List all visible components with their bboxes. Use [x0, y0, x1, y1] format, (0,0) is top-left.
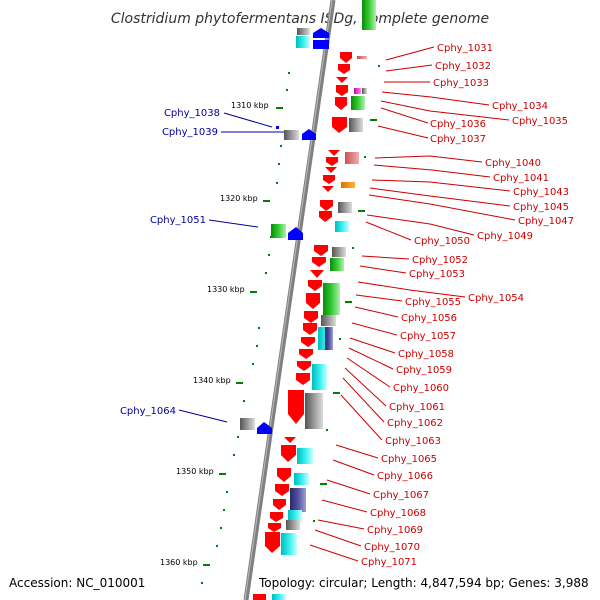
gene-label-right: Cphy_1041 [493, 173, 549, 184]
gene-arrow [299, 349, 313, 359]
gene-label-left: Cphy_1051 [150, 215, 206, 226]
gene-label-left: Cphy_1039 [162, 127, 218, 138]
gene-arrow [335, 97, 347, 110]
genome-backbone-highlight [244, 0, 333, 600]
gene-arrow [332, 117, 347, 133]
gene-label-right: Cphy_1033 [433, 78, 489, 89]
map-title: Clostridium phytofermentans ISDg, comple… [111, 11, 489, 27]
gene-arrow [313, 28, 329, 38]
gene-label-right: Cphy_1071 [361, 557, 417, 568]
ruler-ticks [201, 65, 380, 584]
gene-arrow [304, 311, 318, 323]
gene-label-right: Cphy_1067 [373, 490, 429, 501]
right-leader-lines [309, 46, 516, 562]
gene-arrow [314, 245, 328, 256]
gene-arrow [296, 373, 310, 385]
gene-label-right: Cphy_1032 [435, 61, 491, 72]
gene-label-right: Cphy_1056 [401, 313, 457, 324]
gene-arrow [336, 77, 348, 83]
left-gene-labels: Cphy_1038 Cphy_1039 Cphy_1051 Cphy_1064 [120, 108, 220, 417]
gene-arrow [323, 175, 335, 184]
gene-label-right: Cphy_1070 [364, 542, 420, 553]
gene-arrow [320, 200, 333, 211]
gene-arrow [303, 323, 317, 335]
gene-arrow [288, 390, 304, 424]
gene-label-left: Cphy_1038 [164, 108, 220, 119]
gene-arrow [313, 40, 329, 49]
gene-arrow [336, 85, 348, 96]
gene-label-right: Cphy_1058 [398, 349, 454, 360]
gene-arrow [306, 293, 320, 309]
gene-arrow [288, 227, 303, 240]
gene-arrow [270, 512, 283, 522]
kbp-label: 1340 kbp [193, 376, 231, 385]
gene-arrow [326, 157, 338, 166]
accession-text: Accession: NC_010001 [9, 576, 145, 590]
topology-text: Topology: circular; Length: 4,847,594 bp… [258, 576, 589, 590]
gene-label-right: Cphy_1057 [400, 331, 456, 342]
gene-arrow [297, 361, 311, 371]
gene-arrow [275, 484, 289, 496]
kbp-label: 1310 kbp [231, 101, 269, 110]
gene-label-right: Cphy_1050 [414, 236, 470, 247]
gene-label-right: Cphy_1055 [405, 297, 461, 308]
genome-backbone [243, 0, 336, 600]
gene-arrow [302, 129, 316, 140]
gene-label-right: Cphy_1065 [381, 454, 437, 465]
gene-arrow [281, 445, 296, 462]
gene-arrow [338, 64, 350, 74]
gene-arrow [312, 257, 326, 267]
gene-label-right: Cphy_1047 [518, 216, 574, 227]
gene-arrow [301, 337, 315, 347]
gene-label-right: Cphy_1059 [396, 365, 452, 376]
gene-label-right: Cphy_1068 [370, 508, 426, 519]
right-gene-labels: Cphy_1031 Cphy_1032 Cphy_1033 Cphy_1034 … [361, 43, 574, 568]
gene-label-right: Cphy_1053 [409, 269, 465, 280]
gene-label-right: Cphy_1040 [485, 158, 541, 169]
kbp-label: 1330 kbp [207, 285, 245, 294]
kbp-label: 1350 kbp [176, 467, 214, 476]
gene-label-right: Cphy_1066 [377, 471, 433, 482]
gene-arrow [257, 422, 272, 434]
gene-label-right: Cphy_1049 [477, 231, 533, 242]
gene-label-left: Cphy_1064 [120, 406, 176, 417]
gene-label-right: Cphy_1061 [389, 402, 445, 413]
footer-background [255, 572, 600, 592]
gene-label-right: Cphy_1060 [393, 383, 449, 394]
gene-arrow [277, 468, 291, 482]
gene-arrow [328, 150, 340, 156]
gene-arrow [340, 52, 352, 63]
forward-strand-genes [253, 52, 352, 600]
gene-arrow [253, 594, 266, 600]
gene-arrow [265, 532, 280, 553]
gene-label-right: Cphy_1062 [387, 418, 443, 429]
gene-label-right: Cphy_1063 [385, 436, 441, 447]
gene-label-right: Cphy_1031 [437, 43, 493, 54]
gene-arrow [325, 167, 337, 173]
gene-label-right: Cphy_1054 [468, 293, 524, 304]
gene-label-right: Cphy_1069 [367, 525, 423, 536]
left-leader-lines [178, 112, 284, 423]
gene-label-right: Cphy_1045 [513, 202, 569, 213]
gene-arrow [322, 186, 334, 192]
kbp-label: 1360 kbp [160, 558, 198, 567]
gene-label-right: Cphy_1036 [430, 119, 486, 130]
gene-arrow [284, 437, 296, 443]
gene-arrow [310, 270, 324, 278]
gene-label-right: Cphy_1034 [492, 101, 548, 112]
gene-arrow [319, 211, 332, 222]
reverse-strand-genes [257, 28, 329, 434]
gene-arrow [273, 499, 286, 510]
gene-label-right: Cphy_1035 [512, 116, 568, 127]
gene-arrow [268, 523, 281, 532]
gene-marker [276, 126, 279, 129]
kbp-label: 1320 kbp [220, 194, 258, 203]
gene-arrow [308, 280, 322, 291]
gene-label-right: Cphy_1052 [412, 255, 468, 266]
feature-boxes [240, 0, 376, 600]
gene-label-right: Cphy_1037 [430, 134, 486, 145]
gene-label-right: Cphy_1043 [513, 187, 569, 198]
